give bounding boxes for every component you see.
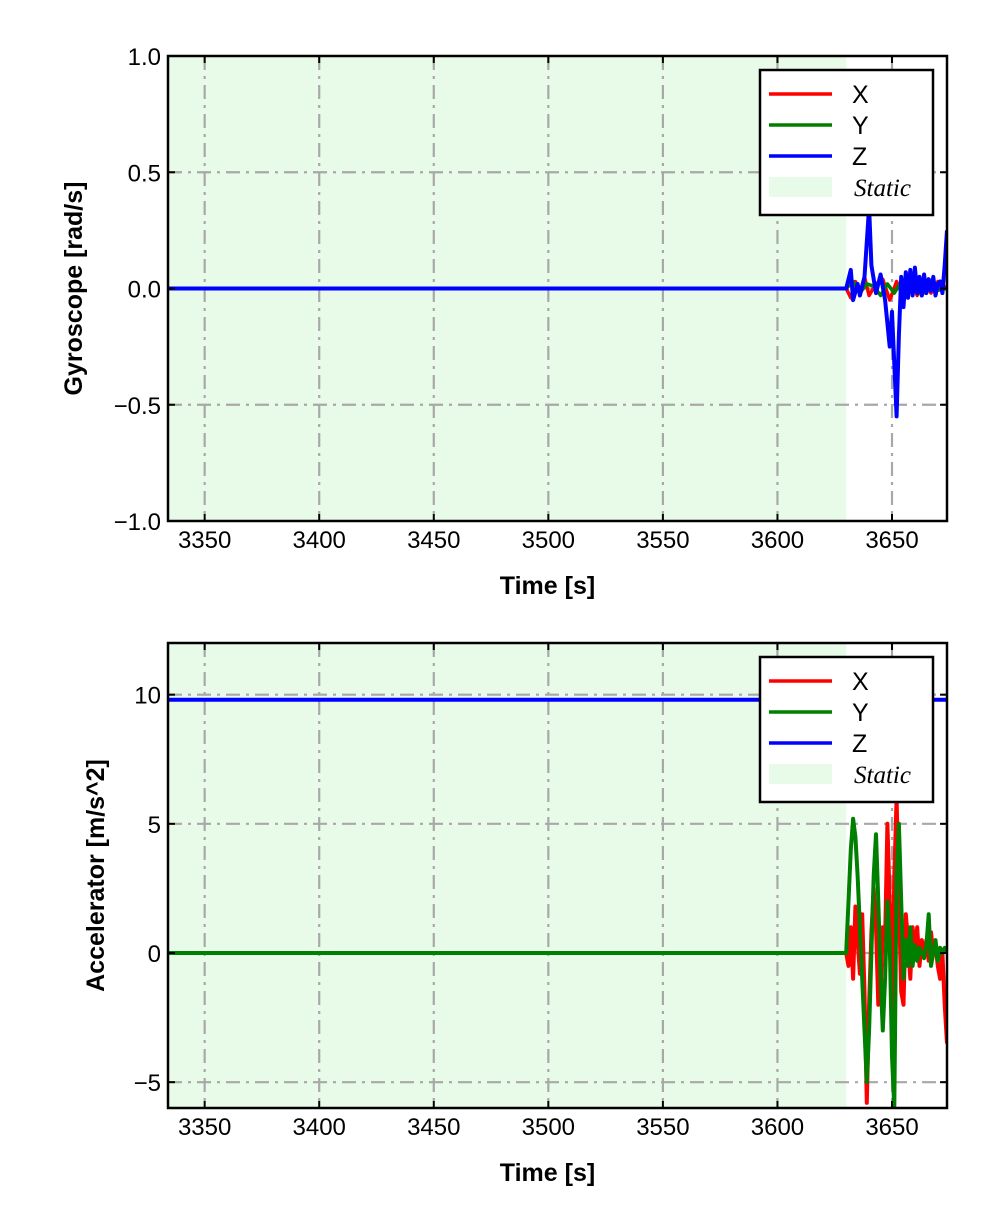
series-group <box>168 205 947 419</box>
x-tick-label: 3500 <box>522 527 575 554</box>
x-tick-label: 3450 <box>407 527 460 554</box>
x-tick-label: 3550 <box>636 1114 689 1141</box>
x-tick-label: 3350 <box>178 527 231 554</box>
y-tick-label: 0 <box>148 941 161 968</box>
legend-label-x: X <box>852 668 869 696</box>
x-tick-label: 3650 <box>865 527 918 554</box>
x-tick-label: 3600 <box>751 1114 804 1141</box>
legend-label-static: Static <box>854 762 911 789</box>
x-tick-label: 3400 <box>293 1114 346 1141</box>
y-tick-label: −1.0 <box>114 509 161 536</box>
x-axis-label: Time [s] <box>500 1159 595 1187</box>
x-tick-label: 3350 <box>178 1114 231 1141</box>
series-line-y <box>168 816 947 1108</box>
y-axis-label: Accelerator [m/s^2] <box>82 759 110 992</box>
series-line-z <box>168 205 947 419</box>
legend-label-z: Z <box>852 730 867 758</box>
legend: XYZ Static <box>758 655 935 804</box>
legend: XYZ Static <box>758 68 935 217</box>
legend-label-y: Y <box>852 699 869 727</box>
y-axis-label: Gyroscope [rad/s] <box>60 182 88 396</box>
y-tick-label: 1.0 <box>128 44 161 71</box>
legend-swatch-static <box>769 177 832 197</box>
x-tick-label: 3450 <box>407 1114 460 1141</box>
x-tick-label: 3500 <box>522 1114 575 1141</box>
y-tick-label: −0.5 <box>114 393 161 420</box>
gyroscope-panel: 3350 3400 3450 3500 3550 3600 3650 1.0 0.5 0.0 −0.… <box>60 44 949 600</box>
legend-swatch-static <box>769 764 832 784</box>
legend-label-static: Static <box>854 175 911 202</box>
plot-frame <box>166 641 949 1110</box>
x-tick-label: 3600 <box>751 527 804 554</box>
x-tick-label: 3550 <box>636 527 689 554</box>
x-tick-label: 3650 <box>865 1114 918 1141</box>
y-tick-label: 0.0 <box>128 277 161 304</box>
static-region <box>168 643 847 1108</box>
x-axis-label: Time [s] <box>500 572 595 600</box>
y-tick-label: −5 <box>134 1070 161 1097</box>
legend-label-x: X <box>852 81 869 109</box>
x-tick-label: 3400 <box>293 527 346 554</box>
accelerator-panel: 3350 3400 3450 3500 3550 3600 3650 10 5 0 −5 Time [… <box>82 641 949 1187</box>
y-tick-label: 5 <box>148 812 161 839</box>
y-tick-label: 10 <box>134 683 161 710</box>
legend-label-z: Z <box>852 143 867 171</box>
legend-label-y: Y <box>852 112 869 140</box>
y-tick-label: 0.5 <box>128 160 161 187</box>
